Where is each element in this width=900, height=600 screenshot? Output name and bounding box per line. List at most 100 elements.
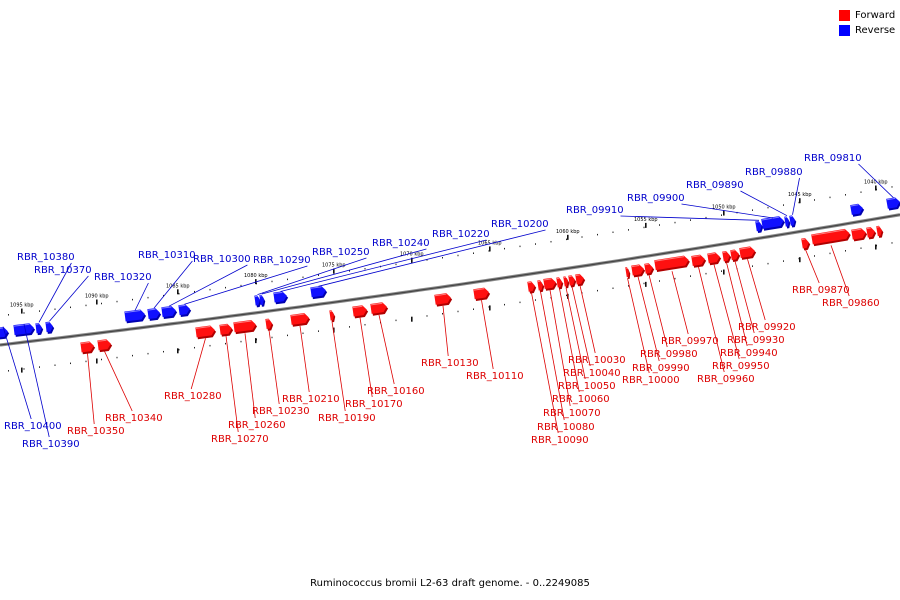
minor-tick <box>690 219 691 221</box>
gene-body <box>265 318 272 329</box>
gene-arrow-rbr-10030 <box>575 273 586 287</box>
gene-body <box>80 341 94 353</box>
gene-body <box>537 280 543 291</box>
major-tick <box>799 257 801 263</box>
gene-body <box>178 304 190 316</box>
tick-label: 1085 kbp <box>166 283 190 289</box>
gene-highlight <box>195 325 211 329</box>
scale-ticks: 1095 kbp 1090 kbp 1085 kbp 1080 kbp 1075 kbp… <box>8 180 893 373</box>
gene-body <box>654 255 689 271</box>
tick-label: 1095 kbp <box>10 303 34 309</box>
gene-body <box>124 309 145 322</box>
minor-tick <box>550 240 552 243</box>
minor-tick <box>302 276 304 279</box>
gene-arrow-unlabeled <box>850 203 865 217</box>
gene-label: RBR_10270 <box>211 434 269 445</box>
gene-body <box>35 322 42 334</box>
gene-highlight <box>654 256 685 262</box>
gene-arrow-rbr-10170 <box>352 305 369 319</box>
gene-arrow-rbr-09890 <box>784 216 791 229</box>
gene-highlight <box>273 291 283 294</box>
leader-line <box>359 317 373 398</box>
leader-line <box>280 239 487 292</box>
gene-body <box>575 273 584 285</box>
minor-tick <box>612 287 614 290</box>
minor-tick <box>318 274 319 276</box>
gene-body <box>563 276 568 287</box>
minor-tick <box>504 247 505 250</box>
leader-line <box>378 314 395 385</box>
leader-line <box>268 329 280 405</box>
gene-label: RBR_09970 <box>661 336 719 347</box>
gene-body <box>147 308 160 320</box>
minor-tick <box>767 206 769 209</box>
tick-label: 1080 kbp <box>244 273 268 279</box>
major-tick <box>875 185 877 191</box>
minor-tick <box>783 204 784 206</box>
gene-body <box>691 254 705 266</box>
gene-arrow-rbr-10080 <box>537 280 545 293</box>
minor-tick <box>628 285 629 287</box>
leader-line <box>531 292 559 434</box>
gene-highlight <box>434 293 447 297</box>
gene-label: RBR_09920 <box>738 322 796 333</box>
gene-highlight <box>691 255 701 258</box>
gene-arrow-rbr-10000 <box>625 267 631 279</box>
minor-tick <box>318 330 319 332</box>
major-tick <box>96 358 98 364</box>
gene-highlight <box>219 324 228 327</box>
minor-tick <box>814 255 815 257</box>
minor-tick <box>612 231 614 234</box>
gene-arrow-unlabeled <box>866 227 877 240</box>
leader-line <box>87 353 95 425</box>
leader-line <box>627 278 650 374</box>
minor-tick <box>364 267 366 270</box>
gene-label: RBR_10160 <box>367 386 425 397</box>
leader-line <box>830 245 850 297</box>
gene-body <box>527 281 535 292</box>
gene-arrow-rbr-10300 <box>161 305 178 320</box>
minor-tick <box>85 360 87 363</box>
gene-label: RBR_10260 <box>228 420 286 431</box>
gene-arrow-rbr-10160 <box>370 302 389 316</box>
gene-label: RBR_09910 <box>566 205 624 216</box>
gene-arrow-rbr-10250 <box>254 295 262 308</box>
minor-tick <box>628 229 629 231</box>
leader-line <box>726 262 748 347</box>
minor-tick <box>891 242 893 244</box>
gene-body <box>739 246 755 259</box>
gene-arrow-rbr-10200 <box>310 285 328 300</box>
gene-arrow-rbr-10040 <box>568 275 577 288</box>
leader-line <box>648 274 668 348</box>
gene-arrow-rbr-09940 <box>722 250 732 264</box>
gene-arrow-rbr-09960 <box>691 254 707 268</box>
tick-label: 1075 kbp <box>322 263 346 269</box>
gene-body <box>45 321 53 333</box>
gene-highlight <box>80 341 90 344</box>
gene-highlight <box>473 288 485 291</box>
gene-arrow-rbr-09870 <box>801 238 811 251</box>
gene-arrow-rbr-10370 <box>45 321 55 334</box>
leader-line <box>49 275 89 322</box>
gene-arrow-rbr-10210 <box>290 313 311 327</box>
gene-arrow-rbr-10260 <box>233 319 258 335</box>
gene-body <box>811 228 850 245</box>
gene-label: RBR_10240 <box>372 238 430 249</box>
leader-line <box>442 305 449 357</box>
gene-label: RBR_10220 <box>432 229 490 240</box>
leader-line <box>579 285 596 354</box>
minor-tick <box>829 196 831 199</box>
gene-highlight <box>644 263 649 266</box>
minor-tick <box>8 370 9 372</box>
leader-line <box>318 229 546 287</box>
minor-tick <box>39 366 40 368</box>
gene-arrow-rbr-10240 <box>259 294 266 307</box>
gene-body <box>784 216 789 227</box>
leader-line <box>23 324 50 438</box>
minor-tick <box>349 326 350 328</box>
gene-highlight <box>730 250 735 252</box>
minor-tick <box>271 336 273 339</box>
major-tick <box>645 281 647 287</box>
minor-tick <box>643 226 645 229</box>
minor-tick <box>8 314 9 316</box>
